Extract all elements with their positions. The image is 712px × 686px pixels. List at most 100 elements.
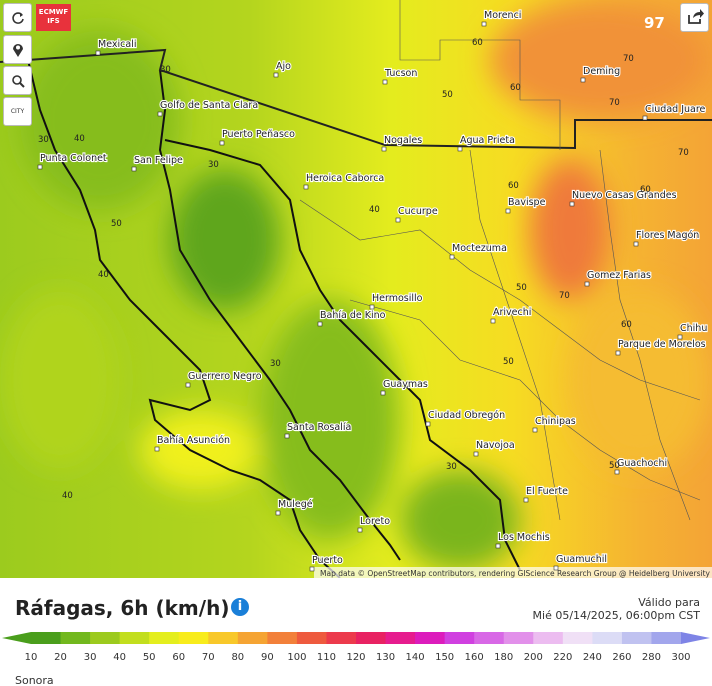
scale-label: 140 (406, 652, 425, 663)
share-icon (688, 9, 704, 24)
scale-label: 30 (84, 652, 97, 663)
contour-label: 40 (98, 270, 109, 280)
city-label: Nuevo Casas Grandes (572, 190, 677, 201)
city-marker (615, 350, 621, 356)
scale-label: 100 (287, 652, 306, 663)
border (0, 48, 712, 150)
legend-title: Ráfagas, 6h (km/h) (15, 596, 230, 620)
contour-label: 50 (442, 90, 453, 100)
scale-segment (621, 632, 652, 644)
scale-segment (267, 632, 298, 644)
contour-label: 40 (369, 205, 380, 215)
scale-label: 220 (553, 652, 572, 663)
scale-under (2, 632, 31, 644)
scale-segment (237, 632, 268, 644)
scale-segment (356, 632, 387, 644)
city-label: CITY (10, 108, 25, 115)
refresh-button[interactable] (3, 3, 32, 32)
city-marker (553, 565, 559, 571)
city-marker (369, 304, 375, 310)
city-label: Deming (583, 66, 620, 77)
location-button[interactable] (3, 35, 32, 64)
pin-icon (12, 43, 23, 57)
model-badge[interactable]: ECMWF IFS (36, 4, 71, 31)
region-label: Sonora (15, 674, 54, 686)
scale-label: 300 (671, 652, 690, 663)
attribution: Map data © OpenStreetMap contributors, r… (320, 569, 711, 578)
city-marker (95, 50, 101, 56)
scale-label: 240 (583, 652, 602, 663)
city-marker (584, 281, 590, 287)
city-label: Mulegé (278, 499, 313, 510)
city-button[interactable]: CITY (3, 97, 32, 126)
city-marker (614, 469, 620, 475)
city-label: Morenci (484, 10, 521, 21)
city-label: Bahía de Kino (320, 310, 386, 321)
scale-segment (533, 632, 564, 644)
scale-segment (31, 632, 62, 644)
zoom-button[interactable] (3, 66, 32, 95)
contour-label: 60 (508, 181, 519, 191)
refresh-icon (11, 11, 24, 24)
scale-label: 60 (172, 652, 185, 663)
city-label: El Fuerte (526, 486, 568, 497)
city-label: Ciudad Juare (645, 104, 706, 115)
city-label: Moctezuma (452, 243, 507, 254)
info-button[interactable]: i (231, 598, 249, 616)
coastline (27, 59, 521, 578)
contour-label: 50 (111, 219, 122, 229)
city-marker (642, 115, 648, 121)
scale-segment (208, 632, 239, 644)
city-label: Guerrero Negro (188, 371, 262, 382)
city-label: Agua Prieta (460, 135, 515, 146)
city-label: Mexicali (98, 39, 136, 50)
city-label: Puerto Peñasco (222, 129, 295, 140)
city-marker (185, 382, 191, 388)
city-marker (157, 111, 163, 117)
scale-segment (415, 632, 446, 644)
city-marker (380, 390, 386, 396)
city-marker (495, 543, 501, 549)
city-label: Nogales (384, 135, 422, 146)
city-label: Punta Colonet (40, 153, 107, 164)
city-marker (303, 184, 309, 190)
scale-segment (296, 632, 327, 644)
city-label: Navojoa (476, 440, 515, 451)
city-marker (523, 497, 529, 503)
city-marker (381, 146, 387, 152)
scale-label: 20 (54, 652, 67, 663)
valid-time: Mié 05/14/2025, 06:00pm CST (532, 609, 700, 622)
scale-segment (60, 632, 91, 644)
scale-segment (326, 632, 357, 644)
contour-label: 50 (609, 461, 620, 471)
valid-label: Válido para (638, 596, 700, 609)
scale-segment (474, 632, 505, 644)
city-label: Los Mochis (498, 532, 550, 543)
city-label: Santa Rosalía (287, 422, 351, 433)
city-label: Cucurpe (398, 206, 438, 217)
city-marker (569, 201, 575, 207)
city-label: Bahía Asunción (157, 435, 230, 446)
contour-label: 60 (640, 185, 651, 195)
zoom-icon (11, 74, 25, 88)
city-label: Ciudad Obregón (428, 410, 505, 421)
city-marker (273, 72, 279, 78)
city-marker (481, 21, 487, 27)
city-label: Chinipas (535, 416, 576, 427)
city-marker (580, 77, 586, 83)
city-label: Flores Magón (636, 230, 699, 241)
city-marker (154, 446, 160, 452)
contour-label: 70 (559, 291, 570, 301)
city-marker (219, 140, 225, 146)
city-marker (532, 427, 538, 433)
map[interactable]: Mexicali Tucson Ajo Morenci Deming Ciudad Jua… (0, 0, 712, 578)
city-label: Heroica Caborca (306, 173, 384, 184)
contour-label: 50 (516, 283, 527, 293)
city-label: Gomez Farias (587, 270, 651, 281)
contour-label: 30 (270, 359, 281, 369)
contour-label: 60 (621, 320, 632, 330)
scale-label: 260 (612, 652, 631, 663)
city-label: Arivechi (493, 307, 531, 318)
city-marker (473, 451, 479, 457)
share-button[interactable] (680, 3, 709, 32)
